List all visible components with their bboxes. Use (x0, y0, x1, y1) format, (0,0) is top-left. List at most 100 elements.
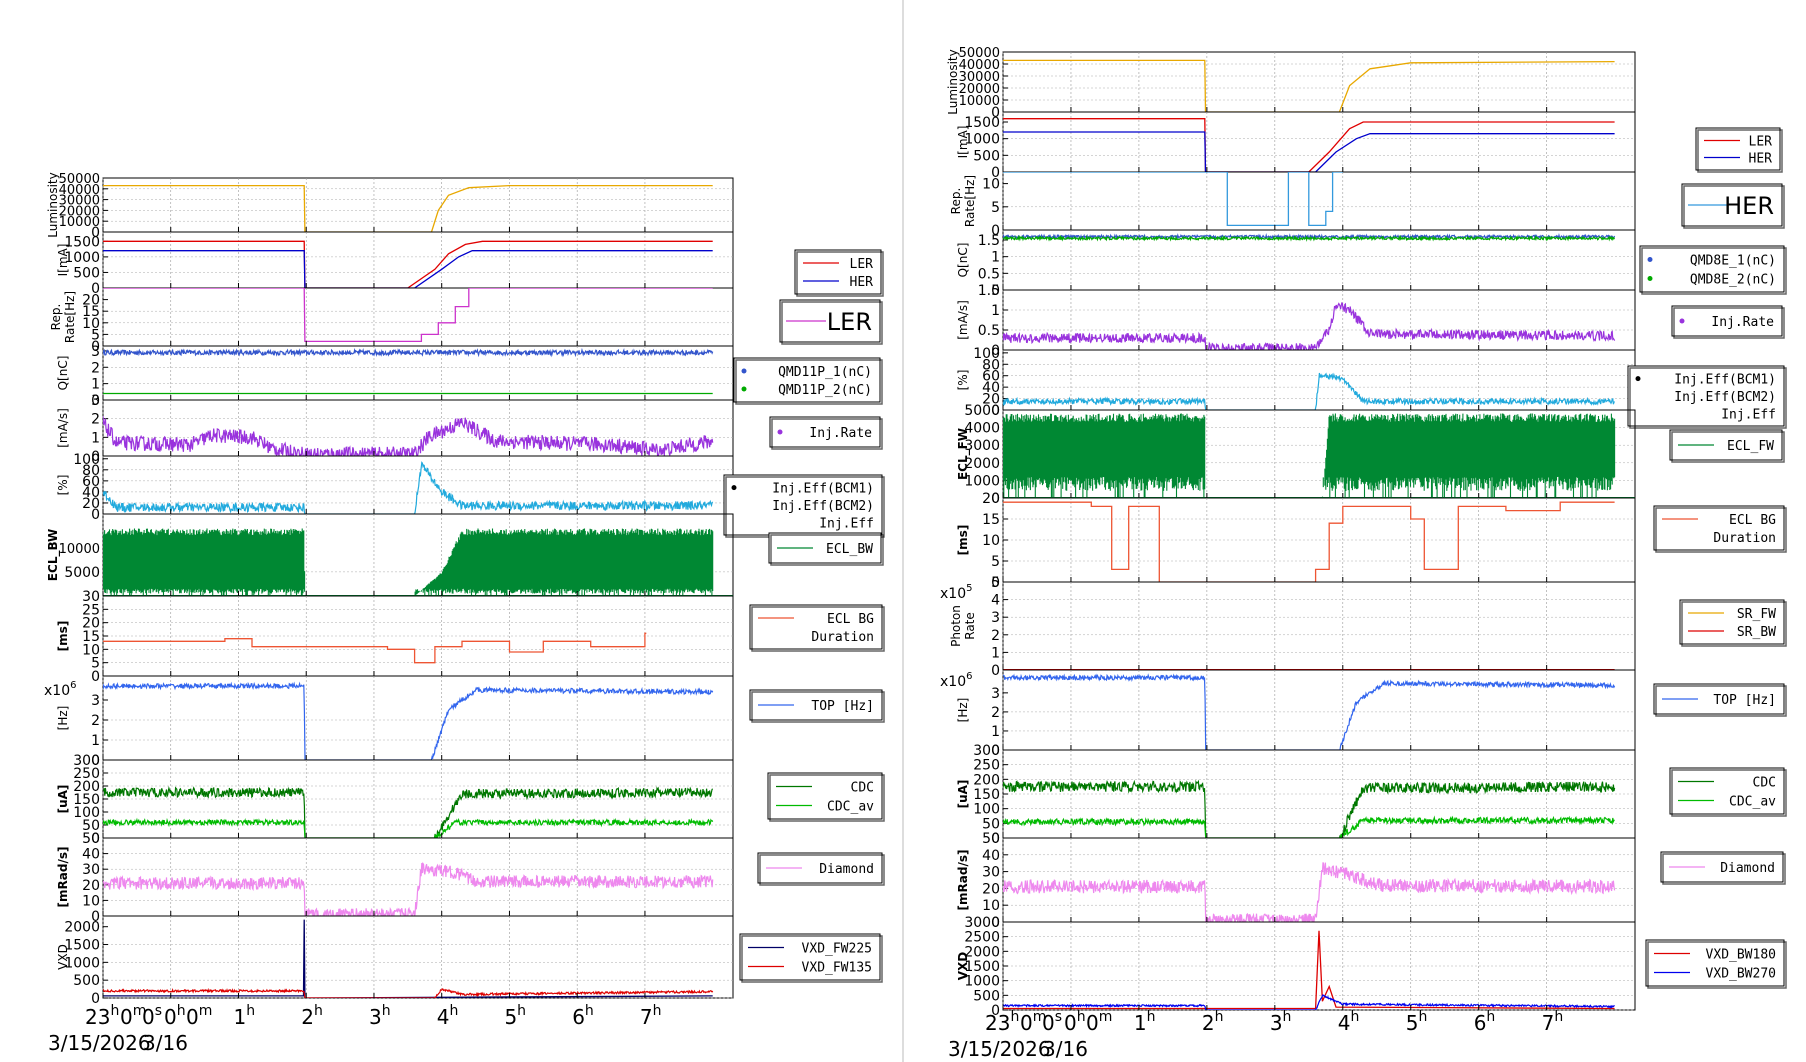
panel-series (103, 415, 714, 456)
legend-box: SR_FW SR_BW (1679, 599, 1787, 647)
y-tick-label: 100 (73, 805, 100, 821)
series-line-HER (1003, 131, 1615, 172)
legend-label: Inj.Eff (819, 516, 874, 531)
y-tick-label: 5 (91, 656, 100, 672)
y-tick-label: 30000 (959, 70, 1000, 85)
y-tick-label: 2 (91, 360, 100, 376)
right-panel-8: 5 43 21 0 x105 Photon Rate SR_FW SR_BW (940, 575, 1787, 679)
y-axis-label: [mRad/s] (956, 850, 970, 911)
series-line-VXD_BW180 (1003, 930, 1615, 1010)
series-trace-TOP [Hz] (1003, 673, 1616, 750)
series-trace-ECL_FW (1003, 413, 1616, 498)
y-tick-label: 0 (991, 165, 1000, 181)
y-tick-label: 20 (982, 881, 1000, 897)
y-tick-label: 0 (991, 1003, 1000, 1019)
x-tick-label: 3h (369, 1003, 391, 1029)
panel-frame (1002, 171, 1636, 231)
series-trace-Inj.Rate (103, 415, 714, 456)
legend-label: CDC (851, 781, 874, 796)
y-tick-label: 1 (991, 250, 1000, 266)
y-tick-label: 10 (982, 177, 1000, 193)
x-tick-label: 5h (1406, 1009, 1428, 1035)
y-tick-label: 0 (91, 225, 100, 241)
x-tick-unit: h (382, 1003, 391, 1019)
legend-shadow (759, 854, 885, 886)
right-panel-9: 3 2 1 0 x106 [Hz] TOP [Hz] (940, 669, 1787, 759)
x-tick-label: 6h (572, 1003, 594, 1029)
legend-marker (741, 368, 747, 374)
legend-shadow (1629, 367, 1787, 429)
y-tick-label: 250 (973, 758, 1000, 774)
legend-marker (1635, 376, 1641, 382)
y-tick-label: 0 (991, 915, 1000, 931)
legend-box: LER HER (1695, 127, 1783, 173)
legend-marker (1679, 318, 1685, 324)
x-tick-label: 3h (1270, 1009, 1292, 1035)
panel-frame (1002, 837, 1636, 923)
y-axis-label: I[mA] (956, 126, 970, 159)
y-tick-label: 1.5 (978, 283, 1000, 299)
panel-frame (102, 837, 734, 917)
y-tick-label: 50 (82, 831, 100, 847)
y-tick-label: 500 (73, 265, 100, 281)
y-tick-label: 2 (91, 713, 100, 729)
legend-frame (767, 772, 883, 820)
y-tick-label: 0 (91, 281, 100, 297)
series-trace-QMD8E_2(nC) (1003, 234, 1616, 242)
x-tick-label: 5h (504, 1003, 526, 1029)
y-tick-label: 2 (991, 705, 1000, 721)
y-tick-label: 10 (82, 893, 100, 909)
panel-series (103, 184, 713, 232)
series-trace-Diamond (1003, 862, 1616, 922)
legend-frame (769, 416, 881, 448)
panel-series (1003, 59, 1615, 112)
y-axis-label: [mRad/s] (56, 847, 70, 908)
y-tick-label: 10000 (959, 94, 1000, 109)
legend-shadow (1671, 769, 1787, 817)
x-tick-unit: h (314, 1003, 323, 1019)
x-tick-label: 6h (1474, 1009, 1496, 1035)
y-tick-label: 5000 (964, 403, 1000, 419)
legend-frame (1671, 305, 1783, 337)
panel-series (103, 632, 647, 664)
legend-label: CDC_av (827, 800, 874, 815)
legend-shadow (1641, 247, 1787, 295)
y-tick-label: 200 (73, 779, 100, 795)
legend-shadow (796, 251, 884, 297)
y-tick-label: 0 (991, 491, 1000, 507)
legend-frame (733, 357, 881, 403)
x-tick-unit: h (1283, 1009, 1292, 1025)
legend-frame (1679, 599, 1785, 645)
x-tick-label: 0m (1086, 1009, 1112, 1035)
panel-frame (1002, 289, 1636, 351)
y-axis-label: Q[nC] (956, 243, 970, 278)
y-tick-label: 0 (91, 393, 100, 409)
y-tick-label: 80 (982, 357, 1000, 373)
x-tick-label: 4h (437, 1003, 459, 1029)
y-tick-label: 20 (82, 878, 100, 894)
legend-box: LER HER (794, 249, 884, 297)
legend-box: Diamond (1660, 851, 1786, 885)
y-tick-label: 0 (991, 743, 1000, 759)
x-tick-label: 23h (85, 1003, 119, 1029)
y-tick-label: 20 (82, 496, 100, 512)
x-tick-unit: h (449, 1003, 458, 1019)
legend-box: Inj.Rate (769, 416, 883, 450)
series-line-VXD_FW225 (103, 919, 713, 998)
legend-shadow (1681, 601, 1787, 647)
series-trace-TOP [Hz] (103, 681, 714, 760)
legend-shadow (771, 418, 883, 450)
panel-series (103, 461, 714, 514)
panel-frame (102, 595, 734, 677)
series-trace-ECL_BW (103, 528, 714, 596)
y-tick-label: 5 (91, 327, 100, 343)
y-tick-label: 1 (991, 303, 1000, 319)
legend-label: ECL BG (1729, 513, 1776, 528)
y-tick-label: 1000 (64, 250, 100, 266)
legend-frame (1627, 365, 1785, 427)
